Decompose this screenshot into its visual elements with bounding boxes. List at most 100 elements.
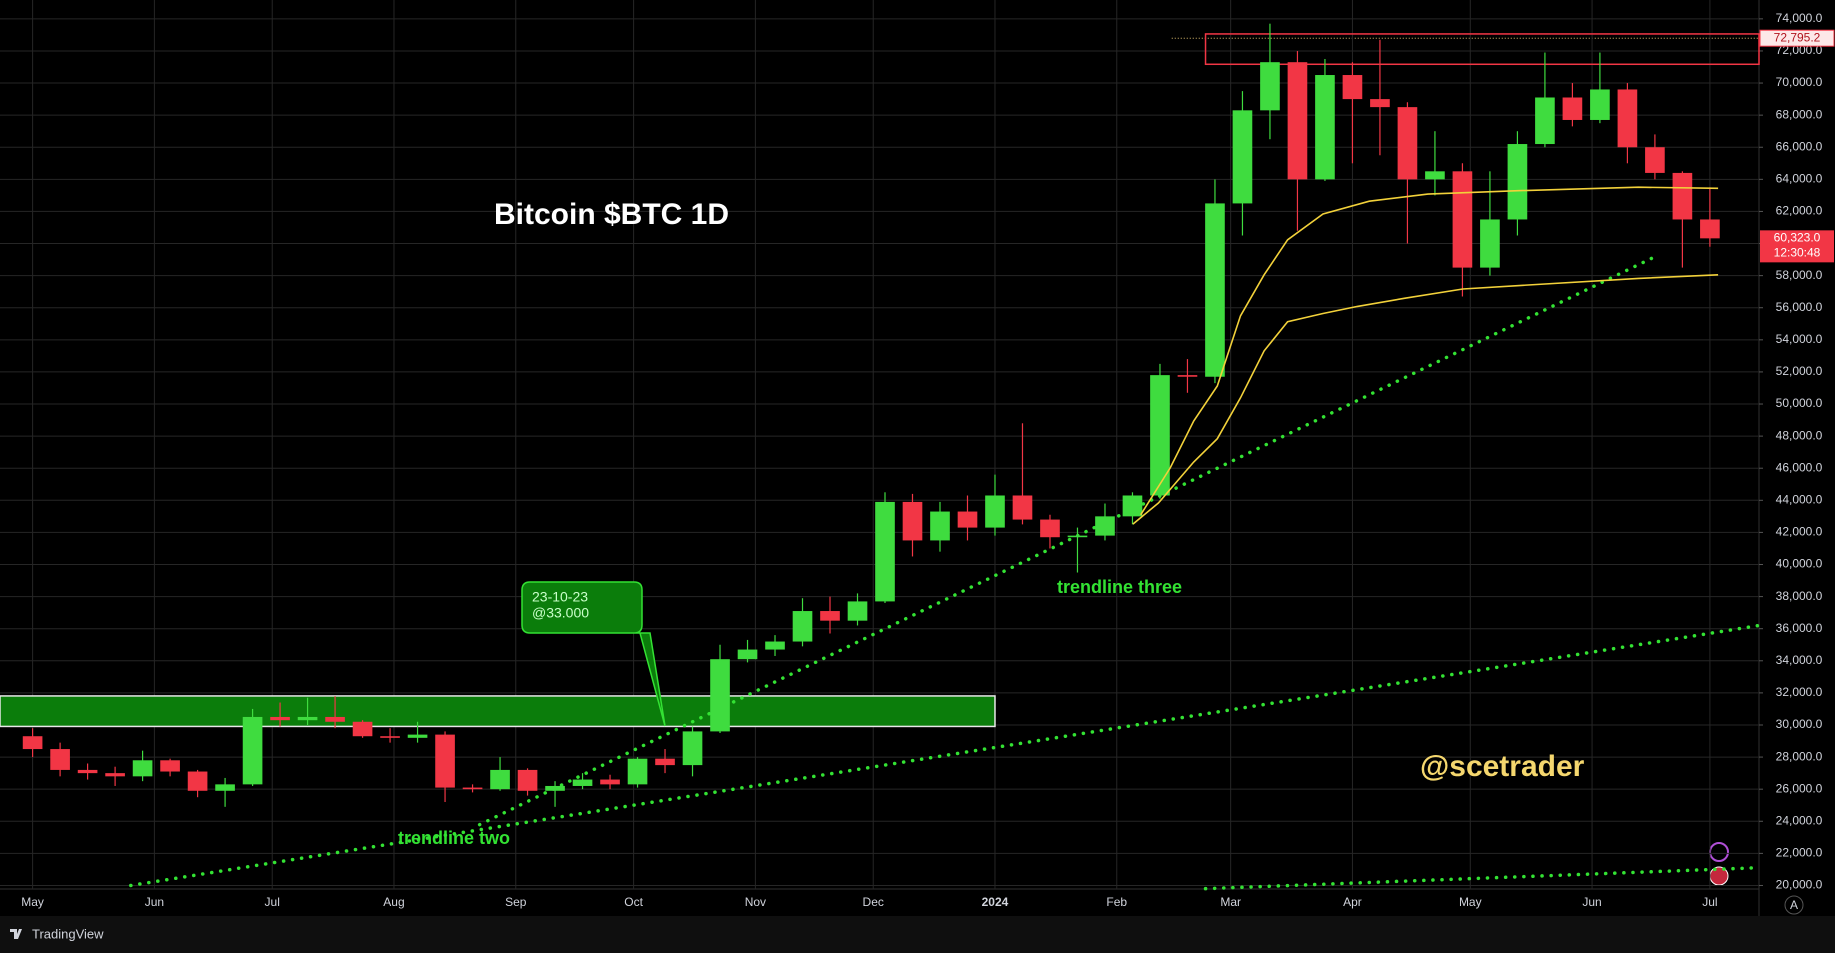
candle-body bbox=[160, 760, 180, 772]
y-tick-label: 54,000.0 bbox=[1776, 332, 1823, 346]
candle-body bbox=[545, 785, 565, 791]
candle-body bbox=[1535, 97, 1555, 145]
candle-body bbox=[1260, 62, 1280, 111]
candle-body bbox=[737, 649, 758, 660]
candle-body bbox=[1672, 172, 1693, 220]
x-tick-label: Aug bbox=[383, 895, 404, 909]
candle-body bbox=[407, 734, 428, 738]
chart-title: Bitcoin $BTC 1D bbox=[494, 198, 729, 231]
candle-body bbox=[820, 611, 840, 621]
y-tick-label: 46,000.0 bbox=[1776, 460, 1823, 474]
y-tick-label: 42,000.0 bbox=[1776, 525, 1823, 539]
x-tick-label: Jul bbox=[265, 895, 280, 909]
y-tick-label: 22,000.0 bbox=[1776, 846, 1823, 860]
auto-scale-circle[interactable] bbox=[1784, 895, 1804, 915]
watermark: @scetrader bbox=[1420, 750, 1585, 783]
candle-body bbox=[490, 769, 510, 790]
candle-body bbox=[600, 779, 620, 785]
candle-body bbox=[1562, 97, 1583, 120]
y-tick-label: 68,000.0 bbox=[1776, 107, 1823, 121]
zone bbox=[0, 695, 996, 728]
y-tick-label: 28,000.0 bbox=[1776, 749, 1823, 763]
x-tick-label: Jun bbox=[1582, 895, 1601, 909]
candle-body bbox=[1315, 75, 1335, 180]
candle-body bbox=[380, 736, 400, 738]
y-tick-label: 66,000.0 bbox=[1776, 139, 1823, 153]
price-marker-box bbox=[1760, 230, 1834, 263]
y-tick-label: 26,000.0 bbox=[1776, 781, 1823, 795]
candle-body bbox=[957, 511, 978, 528]
callout-date: 23-10-23 bbox=[532, 589, 588, 605]
price-marker-box bbox=[1759, 29, 1835, 47]
candle-body bbox=[132, 760, 153, 777]
candle-body bbox=[1507, 144, 1528, 220]
candle-body bbox=[1150, 375, 1170, 496]
candle-body bbox=[22, 736, 43, 750]
trendline-label: trendline three bbox=[1057, 577, 1182, 597]
x-tick-label: Mar bbox=[1220, 895, 1241, 909]
candle-body bbox=[242, 716, 263, 785]
y-tick-label: 44,000.0 bbox=[1776, 492, 1823, 506]
x-tick-label: Apr bbox=[1343, 895, 1362, 909]
candle-body bbox=[682, 731, 703, 766]
trendline-label: trendline two bbox=[398, 828, 510, 848]
candle-body bbox=[710, 659, 730, 732]
candle-body bbox=[1287, 62, 1308, 180]
auto-scale-button[interactable]: A bbox=[1790, 898, 1798, 912]
y-tick-label: 32,000.0 bbox=[1776, 685, 1823, 699]
candle-body bbox=[875, 501, 895, 602]
candle-body bbox=[1700, 219, 1720, 239]
candle-body bbox=[792, 611, 813, 642]
candle-body bbox=[297, 716, 318, 721]
candle-body bbox=[572, 779, 593, 786]
candle-body bbox=[1067, 535, 1088, 538]
x-tick-label: Nov bbox=[745, 895, 766, 909]
y-tick-label: 36,000.0 bbox=[1776, 621, 1823, 635]
candle-body bbox=[1425, 171, 1445, 180]
candle-body bbox=[270, 716, 290, 721]
x-tick-label: 2024 bbox=[982, 895, 1009, 909]
y-tick-label: 40,000.0 bbox=[1776, 557, 1823, 571]
candle-body bbox=[462, 787, 483, 790]
candle-body bbox=[1095, 516, 1115, 536]
candle-body bbox=[1645, 147, 1665, 173]
trendline bbox=[477, 255, 1656, 827]
candle-body bbox=[847, 601, 868, 621]
y-tick-label: 74,000.0 bbox=[1776, 11, 1823, 25]
countdown: 12:30:48 bbox=[1774, 246, 1821, 260]
candle-body bbox=[902, 501, 923, 541]
price-marker-label: 72,795.2 bbox=[1774, 30, 1821, 44]
candle-body bbox=[517, 769, 538, 791]
x-tick-label: Jul bbox=[1702, 895, 1717, 909]
footer bbox=[0, 916, 1835, 953]
candle-body bbox=[1012, 495, 1033, 520]
candle-body bbox=[325, 716, 345, 722]
candle-body bbox=[215, 784, 235, 791]
y-tick-label: 56,000.0 bbox=[1776, 300, 1823, 314]
candle-body bbox=[930, 511, 950, 541]
y-tick-label: 50,000.0 bbox=[1776, 396, 1823, 410]
y-tick-label: 34,000.0 bbox=[1776, 653, 1823, 667]
y-tick-label: 24,000.0 bbox=[1776, 813, 1823, 827]
candle-body bbox=[105, 773, 125, 777]
candle-body bbox=[1177, 375, 1198, 377]
moving-average bbox=[1132, 274, 1719, 525]
candle-body bbox=[1040, 519, 1060, 538]
trendline bbox=[1203, 866, 1758, 891]
candle-body bbox=[627, 758, 648, 785]
y-tick-label: 58,000.0 bbox=[1776, 268, 1823, 282]
candle-body bbox=[1480, 219, 1500, 268]
candle-body bbox=[352, 721, 373, 737]
x-tick-label: May bbox=[21, 895, 44, 909]
candle-body bbox=[1122, 495, 1143, 517]
candle-body bbox=[985, 495, 1005, 528]
y-tick-label: 52,000.0 bbox=[1776, 364, 1823, 378]
x-tick-label: Jun bbox=[145, 895, 164, 909]
candle-body bbox=[1232, 110, 1253, 204]
y-tick-label: 70,000.0 bbox=[1776, 75, 1823, 89]
y-tick-label: 62,000.0 bbox=[1776, 204, 1823, 218]
branding: TradingView bbox=[32, 926, 104, 941]
candle-body bbox=[77, 769, 98, 774]
